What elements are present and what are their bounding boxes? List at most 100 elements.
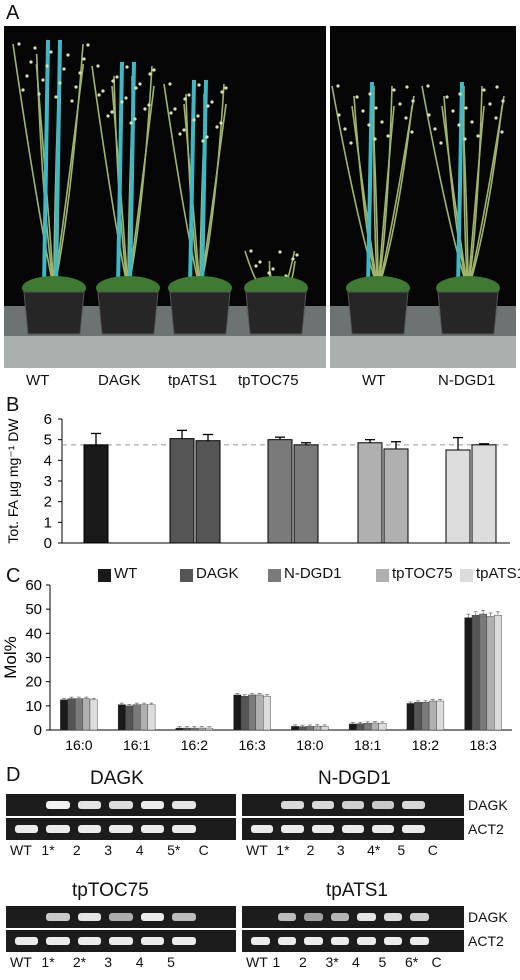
flower <box>152 68 156 72</box>
stem <box>91 65 129 291</box>
gel-title: tpATS1 <box>326 880 388 901</box>
pot <box>169 291 231 335</box>
gel-band <box>77 937 102 945</box>
gel-band <box>140 825 165 833</box>
flower <box>386 134 390 138</box>
gel-band <box>341 801 365 809</box>
gel-band <box>311 825 334 833</box>
flower <box>271 267 275 271</box>
legend-label: tpATS1 <box>476 565 520 582</box>
panel-b-letter: B <box>6 394 20 416</box>
flower <box>41 78 45 82</box>
y-tick-label: 5 <box>44 432 52 449</box>
flower <box>404 116 408 120</box>
lane-label: 2 <box>299 954 307 970</box>
plant-photo-right-drawing <box>330 81 516 368</box>
bar <box>125 705 134 731</box>
stake <box>128 61 136 289</box>
legend-swatch <box>98 569 111 582</box>
flower <box>380 120 384 124</box>
stem <box>421 85 469 291</box>
flower <box>74 85 78 89</box>
bar <box>67 698 76 731</box>
flower <box>110 110 114 114</box>
bar <box>414 702 422 731</box>
legend-label: DAGK <box>196 565 239 582</box>
flower <box>215 125 219 129</box>
flower <box>470 120 474 124</box>
lane-label: 1* <box>41 954 55 970</box>
flower <box>501 99 505 103</box>
lane-label: C <box>427 842 438 858</box>
flower <box>125 65 129 69</box>
bench-front <box>4 336 326 368</box>
bar <box>479 613 488 731</box>
flower <box>86 43 90 47</box>
y-axis-label: Mol% <box>1 636 20 679</box>
stem <box>377 85 393 291</box>
flower <box>58 81 62 85</box>
flower <box>258 260 262 264</box>
fatty-acid-composition-chart: 0 10 20 30 40 50 60 Mol% 16:0 16:1 16:2 16:3 18:0 18:… <box>1 577 512 753</box>
gel-band <box>251 825 274 833</box>
bar <box>348 723 357 731</box>
bar <box>357 442 383 544</box>
x-tick-label: 18:2 <box>412 737 439 753</box>
flower <box>173 107 177 111</box>
flower <box>398 102 402 106</box>
gel-band <box>140 913 165 921</box>
lane-label: C <box>198 842 209 858</box>
flower <box>451 109 455 113</box>
gel-band <box>277 913 296 921</box>
flower <box>464 106 468 110</box>
gel-band <box>172 913 196 921</box>
gel-band <box>357 937 376 945</box>
flower <box>405 85 409 89</box>
gel-band <box>330 913 349 921</box>
y-tick-label: 40 <box>25 625 42 642</box>
bar <box>233 694 242 731</box>
lane-label: 4 <box>135 954 144 970</box>
lane-label: WT <box>246 954 268 970</box>
flower <box>458 92 462 96</box>
bar <box>298 726 307 731</box>
plant-label-tpats1: tpATS1 <box>168 372 217 389</box>
flower <box>392 88 396 92</box>
stem <box>467 85 483 291</box>
gel-band <box>140 937 165 945</box>
gel-band <box>109 913 133 921</box>
bar <box>255 694 264 731</box>
bar <box>383 448 409 544</box>
flower <box>361 109 365 113</box>
plant <box>331 81 415 335</box>
flower <box>148 72 152 76</box>
stem <box>443 95 469 291</box>
flower <box>54 95 58 99</box>
flower <box>62 67 66 71</box>
gel-band <box>281 825 304 833</box>
lane-label: 2 <box>72 842 81 858</box>
stem <box>377 95 415 291</box>
flower <box>201 139 205 143</box>
lane-label: WT <box>10 842 32 858</box>
flower <box>206 104 210 108</box>
lane-label: 4* <box>367 842 381 858</box>
gel-band <box>77 913 102 921</box>
lane-label: 5 <box>397 842 406 858</box>
bar <box>175 727 184 731</box>
y-tick-label: 0 <box>44 535 52 552</box>
bar <box>406 703 415 731</box>
pot <box>23 291 85 335</box>
bar <box>305 726 314 731</box>
gel-band <box>341 825 365 833</box>
pot <box>97 291 159 335</box>
bar <box>436 700 445 731</box>
x-tick-label: 18:3 <box>470 737 497 753</box>
flower <box>182 128 186 132</box>
bar <box>248 694 257 731</box>
bar <box>464 617 473 731</box>
gel-band <box>46 801 70 809</box>
stem <box>467 95 505 291</box>
flower <box>70 99 74 103</box>
flower <box>101 89 105 93</box>
